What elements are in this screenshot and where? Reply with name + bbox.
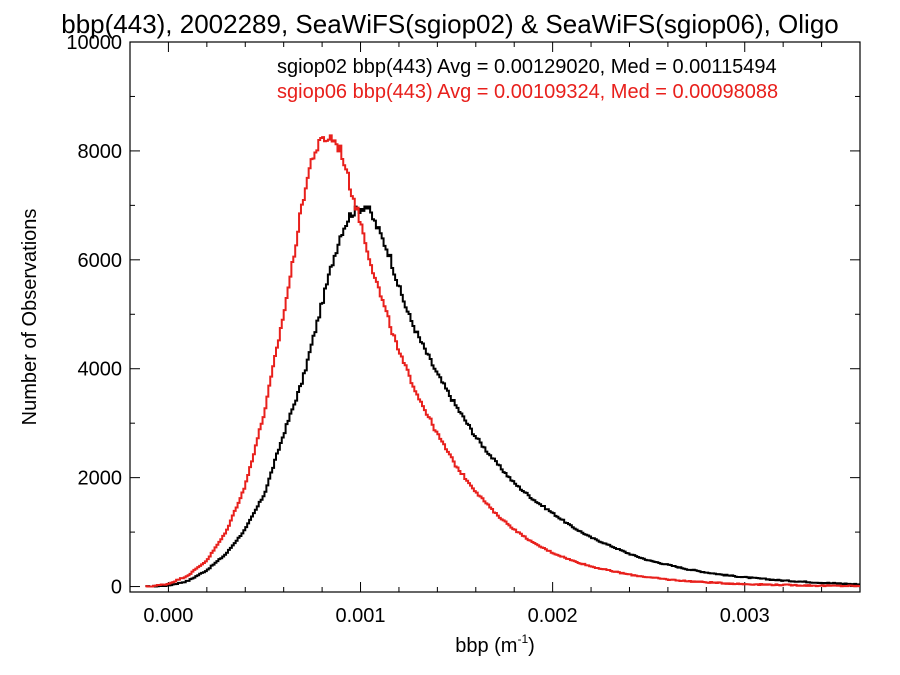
series-line-sgiop02 xyxy=(145,205,860,588)
y-axis-label: Number of Observations xyxy=(19,209,41,426)
y-tick-label: 6000 xyxy=(78,250,123,272)
x-axis-label-suffix: ) xyxy=(528,635,535,657)
series-layer xyxy=(145,134,860,588)
series-line-sgiop06 xyxy=(145,134,860,588)
legend-entry-sgiop02: sgiop02 bbp(443) Avg = 0.00129020, Med =… xyxy=(277,56,777,78)
x-axis-label-superscript: -1 xyxy=(517,632,528,646)
y-tick-label: 2000 xyxy=(78,468,123,490)
x-tick-label: 0.001 xyxy=(335,605,385,627)
y-axis: 0 2000 4000 6000 8000 10000 xyxy=(66,32,860,599)
x-tick-label: 0.000 xyxy=(143,605,193,627)
x-axis-label-main: bbp (m xyxy=(455,635,517,657)
y-tick-label: 8000 xyxy=(78,141,123,163)
x-axis: 0.000 0.001 0.002 0.003 xyxy=(129,42,861,627)
legend-entry-sgiop06: sgiop06 bbp(443) Avg = 0.00109324, Med =… xyxy=(277,81,778,103)
y-tick-label: 4000 xyxy=(78,359,123,381)
plot-frame xyxy=(129,41,861,593)
chart-title: bbp(443), 2002289, SeaWiFS(sgiop02) & Se… xyxy=(61,9,839,39)
x-axis-label: bbp (m-1) xyxy=(455,632,535,657)
x-tick-label: 0.002 xyxy=(528,605,578,627)
x-tick-label: 0.003 xyxy=(720,605,770,627)
y-tick-label: 0 xyxy=(111,577,122,599)
y-tick-label: 10000 xyxy=(66,32,122,54)
